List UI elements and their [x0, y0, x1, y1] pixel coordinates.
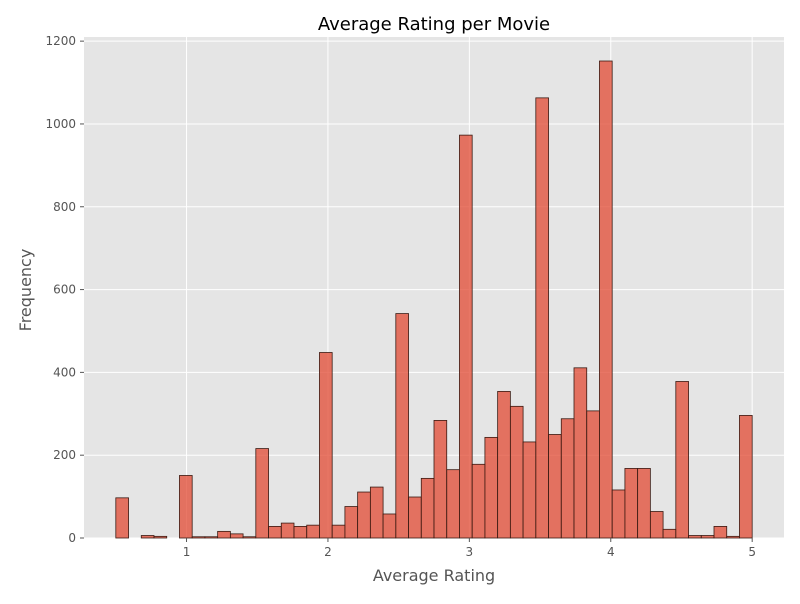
histogram-bar: [624, 468, 639, 539]
histogram-bar: [115, 497, 129, 539]
histogram-bar: [586, 410, 600, 539]
histogram-bar: [726, 535, 740, 539]
histogram-bar: [522, 441, 537, 539]
y-tick-label: 600: [53, 283, 76, 297]
histogram-bar: [229, 533, 244, 539]
y-tick-label: 0: [68, 531, 76, 545]
x-tick-label: 2: [324, 545, 332, 559]
y-tick-label: 800: [53, 200, 76, 214]
y-axis-label: Frequency: [16, 249, 35, 332]
y-axis-ticks: 0 200 400 600 800 1000 1200: [45, 34, 84, 545]
histogram-bar: [675, 381, 689, 539]
x-tick-label: 3: [466, 545, 474, 559]
histogram-bar: [700, 535, 715, 539]
histogram-bar: [204, 536, 219, 539]
chart-title: Average Rating per Movie: [318, 14, 550, 35]
histogram-bar: [280, 522, 295, 539]
histogram-bar: [357, 491, 371, 539]
histogram-bar: [497, 391, 511, 539]
histogram-bar: [319, 352, 333, 539]
histogram-bar: [140, 535, 155, 539]
histogram-bar: [369, 486, 384, 539]
histogram-bar: [344, 506, 359, 539]
histogram-bar: [560, 418, 575, 539]
x-axis-label: Average Rating: [373, 566, 495, 585]
x-tick-label: 4: [607, 545, 615, 559]
histogram-bar: [573, 367, 588, 539]
histogram-bar: [484, 436, 499, 539]
histogram-bar: [688, 535, 702, 539]
histogram-bar: [433, 420, 448, 539]
histogram-bar: [739, 415, 753, 539]
histogram-bar: [408, 496, 422, 539]
histogram-bar: [509, 405, 524, 539]
y-tick-label: 1200: [45, 34, 76, 48]
histogram-bar: [649, 511, 664, 539]
histogram-bar: [548, 434, 562, 539]
histogram-bar: [637, 468, 651, 539]
histogram-bar: [395, 313, 409, 539]
histogram-bar: [268, 526, 282, 539]
x-tick-label: 5: [748, 545, 756, 559]
histogram-bar: [217, 530, 231, 539]
histogram-bar: [599, 60, 613, 539]
y-tick-label: 1000: [45, 117, 76, 131]
histogram-bar: [153, 535, 168, 539]
histogram-bar: [242, 536, 257, 539]
histogram-bar: [306, 524, 320, 539]
histogram-bar: [611, 489, 626, 539]
y-tick-label: 400: [53, 365, 76, 379]
histogram-bar: [713, 526, 728, 539]
histogram-bar: [293, 526, 308, 539]
histogram-bar: [331, 524, 346, 539]
histogram-bar: [255, 448, 269, 539]
histogram-bar: [420, 477, 435, 539]
histogram-bar: [446, 469, 460, 539]
histogram-bar: [662, 528, 677, 539]
histogram-bar: [459, 134, 473, 539]
histogram-bar: [471, 463, 486, 539]
histogram-bar: [535, 97, 549, 539]
histogram-bar: [382, 513, 397, 539]
histogram-bar: [191, 536, 206, 539]
x-tick-label: 1: [183, 545, 191, 559]
histogram-bar: [179, 475, 193, 539]
x-axis-ticks: 1 2 3 4 5: [183, 538, 756, 559]
bars: [115, 60, 753, 539]
y-tick-label: 200: [53, 448, 76, 462]
